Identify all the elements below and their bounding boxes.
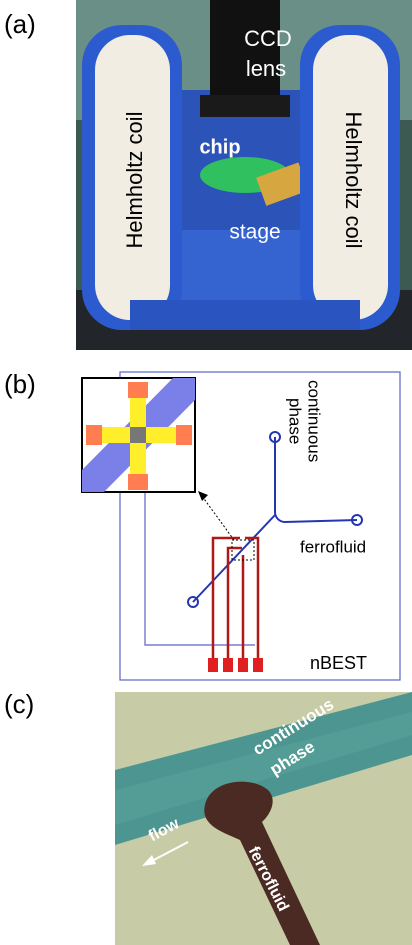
annotation: stage <box>229 221 280 244</box>
annotation: chip <box>199 136 240 158</box>
figure: (a) CCD lens Helmholtz coil Helmholtz co… <box>0 0 412 945</box>
photo-c <box>115 692 412 945</box>
annotation: Helmholtz coil <box>122 112 147 249</box>
annotation: phase <box>286 398 305 444</box>
panel-label: (a) <box>4 9 36 39</box>
annotation: ferrofluid <box>300 537 366 556</box>
annotation: continuous <box>305 380 324 462</box>
device-diagram <box>82 372 400 680</box>
annotation: lens <box>246 56 286 81</box>
panel-label: (c) <box>4 689 34 719</box>
panel-label: (b) <box>4 369 36 399</box>
annotation: Helmholtz coil <box>341 112 366 249</box>
annotation: CCD <box>244 26 292 51</box>
annotation: nBEST <box>310 653 367 673</box>
